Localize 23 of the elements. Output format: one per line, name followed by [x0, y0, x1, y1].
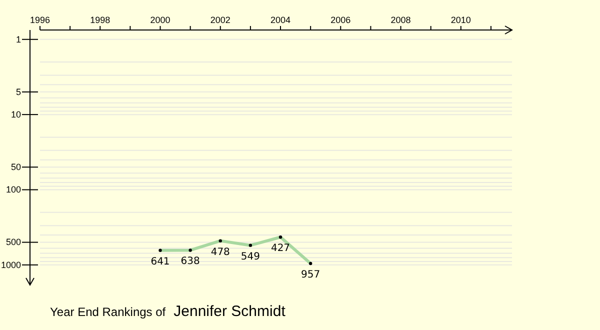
- data-label: 427: [270, 243, 290, 254]
- data-label: 957: [301, 269, 320, 280]
- data-label: 549: [240, 251, 260, 262]
- x-tick-label: 1996: [30, 15, 50, 25]
- x-tick-label: 2008: [390, 15, 411, 25]
- x-tick-label: 2002: [210, 15, 230, 25]
- data-label: 641: [150, 256, 170, 268]
- x-tick-label: 2000: [150, 15, 170, 25]
- data-label: 478: [210, 246, 230, 258]
- x-tick-label: 1998: [90, 15, 110, 25]
- x-tick-label: 2010: [450, 15, 471, 25]
- y-tick-label: 1000: [0, 260, 21, 270]
- y-tick-label: 100: [6, 184, 21, 195]
- x-tick-label: 2004: [270, 15, 291, 25]
- y-tick-label: 5: [16, 86, 21, 97]
- y-tick-label: 1: [16, 34, 21, 44]
- data-label: 638: [180, 256, 200, 268]
- text: Year End Rankings of: [50, 305, 166, 319]
- x-tick-label: 2006: [330, 15, 351, 25]
- y-tick-label: 10: [10, 109, 21, 120]
- y-tick-label: 500: [6, 237, 21, 248]
- text: Jennifer Schmidt: [174, 303, 286, 320]
- y-tick-label: 50: [10, 162, 21, 172]
